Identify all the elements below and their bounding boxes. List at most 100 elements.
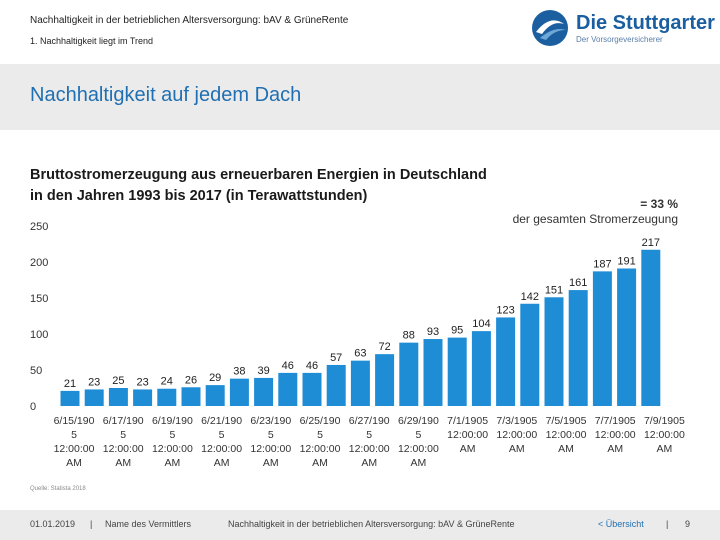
x-tick-label: 7/3/1905 <box>496 415 537 427</box>
bar <box>157 388 177 406</box>
y-tick-label: 150 <box>30 293 48 305</box>
x-tick-label: 6/21/190 <box>201 415 242 427</box>
footer-separator: | <box>666 519 669 529</box>
x-tick-label: 6/25/190 <box>300 415 341 427</box>
bar <box>350 360 370 406</box>
bar-value-label: 26 <box>185 374 197 386</box>
x-tick-label: AM <box>657 443 673 455</box>
bar-chart: 0 50 100 150 200 250 21 23 25 23 24 26 29 38 39 46 46 57 6… <box>30 221 685 469</box>
bar <box>254 377 274 406</box>
chart-subtitle-line-2: in den Jahren 1993 bis 2017 (in Terawatt… <box>30 188 368 204</box>
bar-value-label: 21 <box>64 378 76 390</box>
x-tick-label: 12:00:00 <box>300 443 341 455</box>
bar <box>520 303 540 406</box>
logo-mark-icon <box>532 10 568 46</box>
bar <box>471 331 491 406</box>
bar-value-label: 46 <box>282 360 294 372</box>
x-tick-label: 6/23/190 <box>250 415 291 427</box>
bar <box>423 339 443 406</box>
x-tick-label: 12:00:00 <box>250 443 291 455</box>
footer-separator: | <box>90 519 93 529</box>
bar-value-label: 123 <box>496 304 514 316</box>
bar <box>447 337 467 406</box>
y-tick-label: 200 <box>30 257 48 269</box>
bar <box>133 389 153 406</box>
footer-agent-name: Name des Vermittlers <box>105 519 192 529</box>
x-tick-label: 5 <box>120 429 126 441</box>
x-tick-label: AM <box>165 457 181 469</box>
bar-value-label: 93 <box>427 326 439 338</box>
bar <box>326 364 346 406</box>
bar <box>278 372 298 406</box>
header-line-1: Nachhaltigkeit in der betrieblichen Alte… <box>30 15 349 26</box>
page-title: Nachhaltigkeit auf jedem Dach <box>30 84 302 106</box>
footer-bar: 01.01.2019 | Name des Vermittlers Nachha… <box>0 510 720 540</box>
bar <box>592 271 612 406</box>
x-tick-label: 6/29/190 <box>398 415 439 427</box>
x-tick-label: AM <box>411 457 427 469</box>
footer-date: 01.01.2019 <box>30 519 76 529</box>
title-band: Nachhaltigkeit auf jedem Dach <box>0 64 720 130</box>
bar-value-label: 46 <box>306 360 318 372</box>
x-tick-label: 7/9/1905 <box>644 415 685 427</box>
share-note: = 33 % der gesamten Stromerzeugung <box>513 197 678 227</box>
x-tick-label: 12:00:00 <box>349 443 390 455</box>
bar <box>229 378 249 406</box>
bar-value-label: 151 <box>545 284 563 296</box>
x-tick-label: 12:00:00 <box>447 429 488 441</box>
bar-value-label: 57 <box>330 352 342 364</box>
x-tick-label: 6/17/190 <box>103 415 144 427</box>
bar-value-label: 39 <box>257 365 269 377</box>
bar-value-label: 104 <box>472 318 490 330</box>
x-tick-label: AM <box>263 457 279 469</box>
x-tick-label: AM <box>214 457 230 469</box>
x-tick-label: 5 <box>71 429 77 441</box>
x-tick-label: 5 <box>415 429 421 441</box>
x-tick-label: 5 <box>317 429 323 441</box>
bar <box>108 388 128 406</box>
bar-value-label: 95 <box>451 325 463 337</box>
x-tick-label: 12:00:00 <box>201 443 242 455</box>
x-tick-label: 7/1/1905 <box>447 415 488 427</box>
bar-value-label: 24 <box>161 376 173 388</box>
x-tick-label: 7/7/1905 <box>595 415 636 427</box>
x-tick-label: AM <box>460 443 476 455</box>
bar-value-label: 23 <box>88 376 100 388</box>
x-tick-label: AM <box>115 457 131 469</box>
x-tick-label: AM <box>312 457 328 469</box>
x-tick-label: 6/15/190 <box>54 415 95 427</box>
x-tick-label: 12:00:00 <box>595 429 636 441</box>
x-tick-label: 12:00:00 <box>546 429 587 441</box>
company-logo: Die Stuttgarter Der Vorsorgeversicherer <box>530 8 715 50</box>
bar <box>181 387 201 406</box>
bar <box>496 317 516 406</box>
source-note: Quelle: Statista 2018 <box>30 486 86 492</box>
logo-name: Die Stuttgarter <box>576 12 715 34</box>
x-tick-label: AM <box>509 443 525 455</box>
bar <box>302 372 322 406</box>
x-tick-label: AM <box>607 443 623 455</box>
x-tick-label: 7/5/1905 <box>546 415 587 427</box>
x-tick-label: AM <box>66 457 82 469</box>
bar-value-label: 72 <box>378 341 390 353</box>
bar <box>568 290 588 406</box>
share-note-text: der gesamten Stromerzeugung <box>512 212 678 226</box>
footer-title: Nachhaltigkeit in der betrieblichen Alte… <box>228 519 515 529</box>
x-tick-label: 6/19/190 <box>152 415 193 427</box>
bar <box>205 385 225 406</box>
x-tick-label: 12:00:00 <box>152 443 193 455</box>
x-tick-label: AM <box>558 443 574 455</box>
share-note-percent: = 33 % <box>640 197 678 211</box>
x-tick-label: 12:00:00 <box>398 443 439 455</box>
overview-back-link[interactable]: < Übersicht <box>598 519 644 529</box>
bar <box>399 342 419 406</box>
bar <box>84 389 104 406</box>
bar-value-label: 23 <box>136 376 148 388</box>
x-tick-label: 5 <box>366 429 372 441</box>
y-tick-label: 50 <box>30 365 42 377</box>
x-tick-label: AM <box>361 457 377 469</box>
bar-value-label: 63 <box>354 348 366 360</box>
chart-subtitle-line-1: Bruttostromerzeugung aus erneuerbaren En… <box>30 167 487 183</box>
x-tick-label: 12:00:00 <box>103 443 144 455</box>
chart-subtitle: Bruttostromerzeugung aus erneuerbaren En… <box>30 165 487 207</box>
